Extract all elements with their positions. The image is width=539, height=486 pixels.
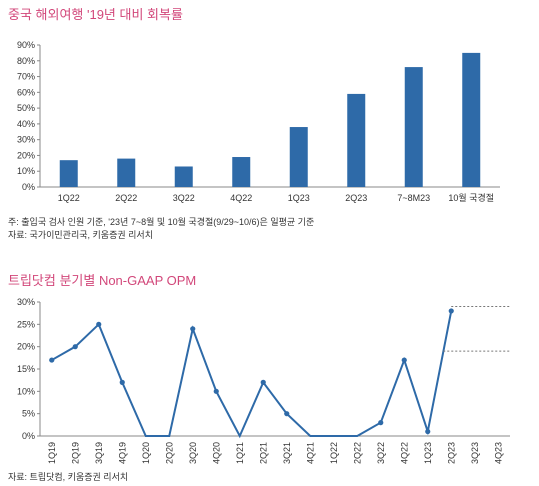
data-point: [49, 357, 55, 363]
y-tick-label: 30%: [17, 297, 35, 307]
x-tick-label: 3Q23: [470, 442, 480, 464]
chart2-source: 자료: 트립닷컴, 키움증권 리서치: [8, 472, 129, 482]
y-tick-label: 40%: [17, 119, 35, 129]
chart1-source: 자료: 국가이민관리국, 키움증권 리서치: [8, 230, 153, 240]
y-tick-label: 0%: [22, 182, 35, 192]
chart2-title: 트립닷컴 분기별 Non-GAAP OPM: [8, 273, 197, 288]
x-tick-label: 1Q23: [288, 193, 310, 203]
x-tick-label: 1Q22: [58, 193, 80, 203]
data-point: [401, 357, 407, 363]
y-tick-label: 90%: [17, 40, 35, 50]
x-tick-label: 2Q21: [258, 442, 268, 464]
bar: [347, 93, 366, 187]
x-tick-label: 7~8M23: [397, 193, 430, 203]
y-tick-label: 15%: [17, 364, 35, 374]
x-tick-label: 3Q22: [173, 193, 195, 203]
y-tick-label: 80%: [17, 56, 35, 66]
bar: [404, 67, 423, 187]
bar: [289, 127, 308, 187]
data-point: [260, 379, 266, 385]
y-tick-label: 10%: [17, 386, 35, 396]
data-point: [119, 379, 125, 385]
y-tick-label: 10%: [17, 166, 35, 176]
chart1-note: 주: 출입국 검사 인원 기준, '23년 7~8월 및 10월 국경절(9/2…: [8, 217, 315, 227]
data-point: [190, 326, 196, 332]
bar-chart: 0% 10% 20% 30% 40% 50% 60% 70% 80% 90% 1Q22 2Q22 3Q2…: [17, 40, 500, 203]
y-tick-label: 30%: [17, 135, 35, 145]
x-tick-label: 3Q19: [94, 442, 104, 464]
data-point: [425, 428, 431, 435]
data-point: [284, 411, 290, 417]
x-tick-label: 3Q21: [282, 442, 292, 464]
bar: [232, 157, 251, 187]
x-tick-label: 3Q20: [188, 442, 198, 464]
data-point: [213, 388, 219, 394]
y-tick-label: 60%: [17, 87, 35, 97]
y-tick-label: 5%: [22, 409, 35, 419]
y-tick-label: 0%: [22, 431, 35, 441]
x-tick-label: 10월 국경절: [448, 192, 494, 203]
bar: [174, 166, 193, 187]
opm-line: [51, 310, 453, 439]
x-tick-label: 2Q19: [70, 442, 80, 464]
x-tick-label: 4Q20: [211, 442, 221, 464]
x-tick-label: 3Q22: [376, 442, 386, 464]
bar: [117, 158, 136, 187]
x-tick-label: 2Q23: [446, 442, 456, 464]
y-tick-label: 20%: [17, 150, 35, 160]
y-tick-label: 50%: [17, 103, 35, 113]
y-tick-label: 70%: [17, 72, 35, 82]
x-tick-label: 2Q23: [345, 193, 367, 203]
x-tick-label: 4Q23: [493, 442, 503, 464]
data-point: [96, 321, 102, 327]
data-point: [448, 308, 454, 314]
data-point: [378, 420, 384, 426]
x-tick-label: 4Q19: [117, 442, 127, 464]
x-tick-label: 2Q22: [115, 193, 137, 203]
bar: [462, 52, 481, 188]
x-tick-label: 4Q22: [230, 193, 252, 203]
y-tick-label: 20%: [17, 342, 35, 352]
x-tick-label: 1Q22: [329, 442, 339, 464]
chart1-title: 중국 해외여행 '19년 대비 회복률: [8, 7, 183, 22]
x-tick-label: 2Q20: [164, 442, 174, 464]
data-point: [72, 344, 78, 350]
y-tick-label: 25%: [17, 319, 35, 329]
x-tick-label: 1Q19: [47, 442, 57, 464]
x-tick-label: 4Q22: [399, 442, 409, 464]
bar: [59, 160, 78, 187]
x-tick-label: 1Q23: [423, 442, 433, 464]
x-tick-label: 2Q22: [352, 442, 362, 464]
x-tick-label: 1Q20: [141, 442, 151, 464]
x-tick-label: 1Q21: [235, 442, 245, 464]
x-tick-label: 4Q21: [305, 442, 315, 464]
